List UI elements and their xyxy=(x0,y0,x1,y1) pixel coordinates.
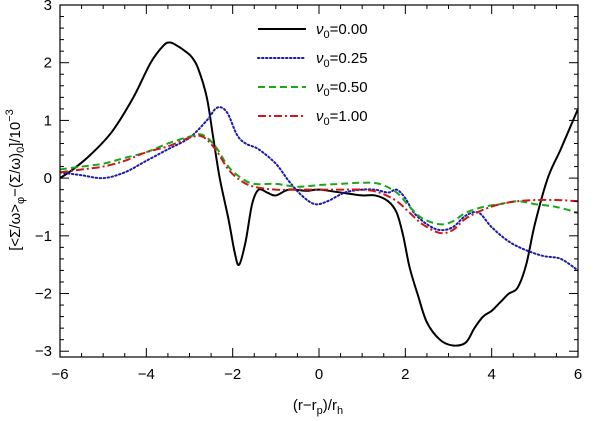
y-tick-label: −2 xyxy=(35,286,52,303)
series-line-0 xyxy=(60,41,578,347)
x-axis-label: (r−rp)/rh xyxy=(293,397,343,417)
y-tick-label: 3 xyxy=(44,0,52,14)
y-tick-label: −1 xyxy=(35,228,52,245)
y-tick-label: 0 xyxy=(44,170,52,187)
y-axis-label: [<Σ/ω>φ−(Σ/ω)0]/10−3 xyxy=(4,109,27,251)
x-tick-label: −2 xyxy=(224,366,241,383)
legend-label-2: ν0=0.50 xyxy=(316,79,368,99)
ticks-layer: −6 −4 −2 0 2 4 6 −3 −2 −1 0 1 2 3 xyxy=(35,0,582,383)
series-line-3 xyxy=(60,134,578,235)
x-tick-label: −6 xyxy=(51,366,68,383)
series-layer xyxy=(60,41,578,347)
x-tick-label: −4 xyxy=(138,366,155,383)
legend-label-3: ν0=1.00 xyxy=(316,108,368,128)
legend: ν0=0.00 ν0=0.25 ν0=0.50 ν0=1.00 xyxy=(257,21,368,128)
legend-label-1: ν0=0.25 xyxy=(316,50,368,70)
legend-label-0: ν0=0.00 xyxy=(316,21,368,41)
series-line-2 xyxy=(60,133,578,226)
y-tick-label: 1 xyxy=(44,112,52,129)
y-tick-label: 2 xyxy=(44,55,52,72)
x-tick-label: 2 xyxy=(401,366,409,383)
y-tick-label: −3 xyxy=(35,343,52,360)
x-tick-label: 6 xyxy=(574,366,582,383)
x-tick-label: 4 xyxy=(487,366,495,383)
x-tick-label: 0 xyxy=(315,366,323,383)
